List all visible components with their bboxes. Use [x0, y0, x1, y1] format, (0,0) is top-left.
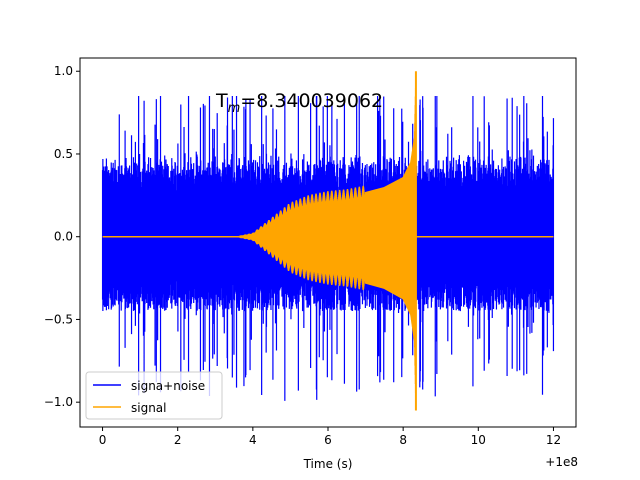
x-tick-label: 0 — [99, 433, 107, 447]
legend: signa+noise signal — [85, 371, 223, 420]
signal-series-layer — [102, 71, 554, 411]
legend-label-signal: signal — [131, 401, 167, 415]
legend-label-noise: signa+noise — [131, 379, 205, 393]
x-tick-label: 6 — [324, 433, 332, 447]
y-tick-label: 1.0 — [54, 64, 73, 78]
x-axis: 0 2 4 6 8 10 12 — [99, 427, 561, 447]
y-tick-label: 0.5 — [54, 147, 73, 161]
x-tick-label: 8 — [399, 433, 407, 447]
x-offset-label: +1e8 — [545, 455, 578, 469]
x-tick-label: 2 — [174, 433, 182, 447]
y-tick-label: −0.5 — [44, 312, 73, 326]
tm-annotation: Tm=8.340039062 — [215, 90, 383, 116]
y-axis: −1.0 −0.5 0.0 0.5 1.0 — [44, 64, 80, 409]
x-axis-label: Time (s) — [303, 457, 353, 471]
x-tick-label: 10 — [471, 433, 486, 447]
x-tick-label: 12 — [546, 433, 561, 447]
y-tick-label: −1.0 — [44, 395, 73, 409]
x-tick-label: 4 — [249, 433, 257, 447]
y-tick-label: 0.0 — [54, 230, 73, 244]
